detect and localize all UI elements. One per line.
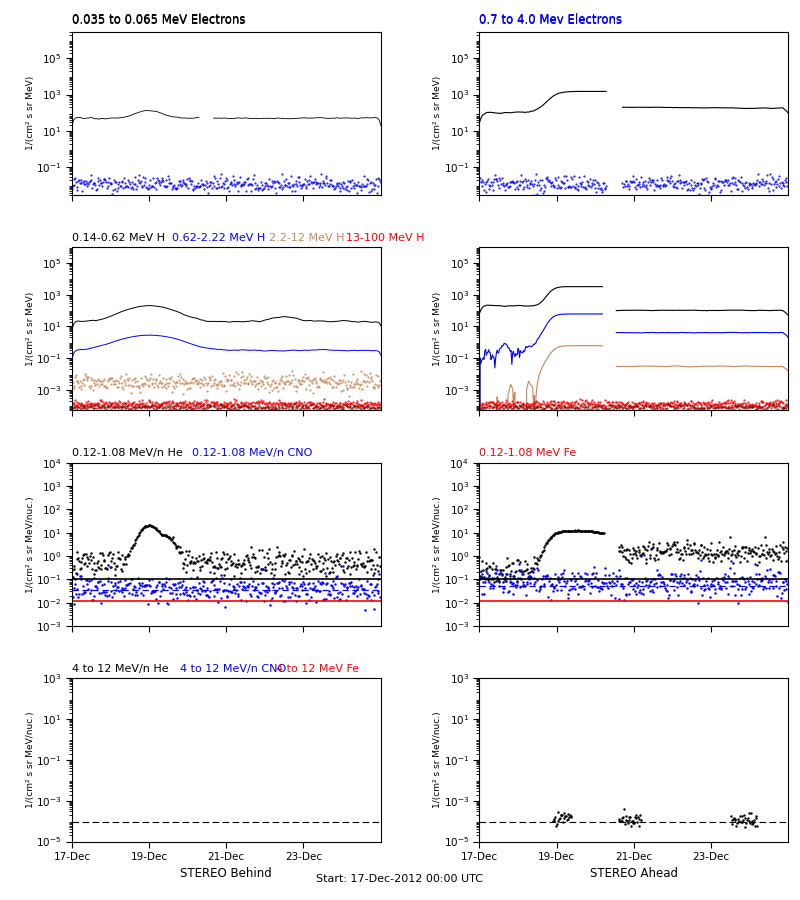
Text: 0.12-1.08 MeV/n He: 0.12-1.08 MeV/n He bbox=[72, 448, 182, 458]
X-axis label: STEREO Ahead: STEREO Ahead bbox=[590, 868, 678, 880]
Text: 0.7 to 4.0 Mev Electrons: 0.7 to 4.0 Mev Electrons bbox=[479, 14, 622, 27]
Text: 2.2-12 MeV H: 2.2-12 MeV H bbox=[269, 232, 344, 243]
Y-axis label: 1/(cm² s sr MeV/nuc.): 1/(cm² s sr MeV/nuc.) bbox=[26, 496, 34, 592]
Y-axis label: 1/(cm² s sr MeV): 1/(cm² s sr MeV) bbox=[26, 76, 35, 150]
Text: 0.7 to 4.0 Mev Electrons: 0.7 to 4.0 Mev Electrons bbox=[479, 14, 622, 26]
Text: 0.12-1.08 MeV Fe: 0.12-1.08 MeV Fe bbox=[479, 448, 577, 458]
X-axis label: STEREO Behind: STEREO Behind bbox=[181, 868, 272, 880]
Text: Start: 17-Dec-2012 00:00 UTC: Start: 17-Dec-2012 00:00 UTC bbox=[317, 874, 483, 884]
Text: 4 to 12 MeV/n CNO: 4 to 12 MeV/n CNO bbox=[180, 663, 286, 674]
Text: 13-100 MeV H: 13-100 MeV H bbox=[346, 232, 425, 243]
Text: 4 to 12 MeV/n He: 4 to 12 MeV/n He bbox=[72, 663, 169, 674]
Text: 0.14-0.62 MeV H: 0.14-0.62 MeV H bbox=[72, 232, 165, 243]
Y-axis label: 1/(cm² s sr MeV): 1/(cm² s sr MeV) bbox=[26, 292, 34, 365]
Y-axis label: 1/(cm² s sr MeV/nuc.): 1/(cm² s sr MeV/nuc.) bbox=[433, 712, 442, 808]
Y-axis label: 1/(cm² s sr MeV): 1/(cm² s sr MeV) bbox=[433, 76, 442, 150]
Y-axis label: 1/(cm² s sr MeV/nuc.): 1/(cm² s sr MeV/nuc.) bbox=[26, 712, 34, 808]
Text: 0.035 to 0.065 MeV Electrons: 0.035 to 0.065 MeV Electrons bbox=[72, 14, 246, 27]
Y-axis label: 1/(cm² s sr MeV/nuc.): 1/(cm² s sr MeV/nuc.) bbox=[433, 496, 442, 592]
Text: 4 to 12 MeV Fe: 4 to 12 MeV Fe bbox=[277, 663, 359, 674]
Text: 0.12-1.08 MeV/n CNO: 0.12-1.08 MeV/n CNO bbox=[191, 448, 312, 458]
Text: 0.62-2.22 MeV H: 0.62-2.22 MeV H bbox=[172, 232, 266, 243]
Y-axis label: 1/(cm² s sr MeV): 1/(cm² s sr MeV) bbox=[433, 292, 442, 365]
Text: 0.035 to 0.065 MeV Electrons: 0.035 to 0.065 MeV Electrons bbox=[72, 14, 246, 26]
